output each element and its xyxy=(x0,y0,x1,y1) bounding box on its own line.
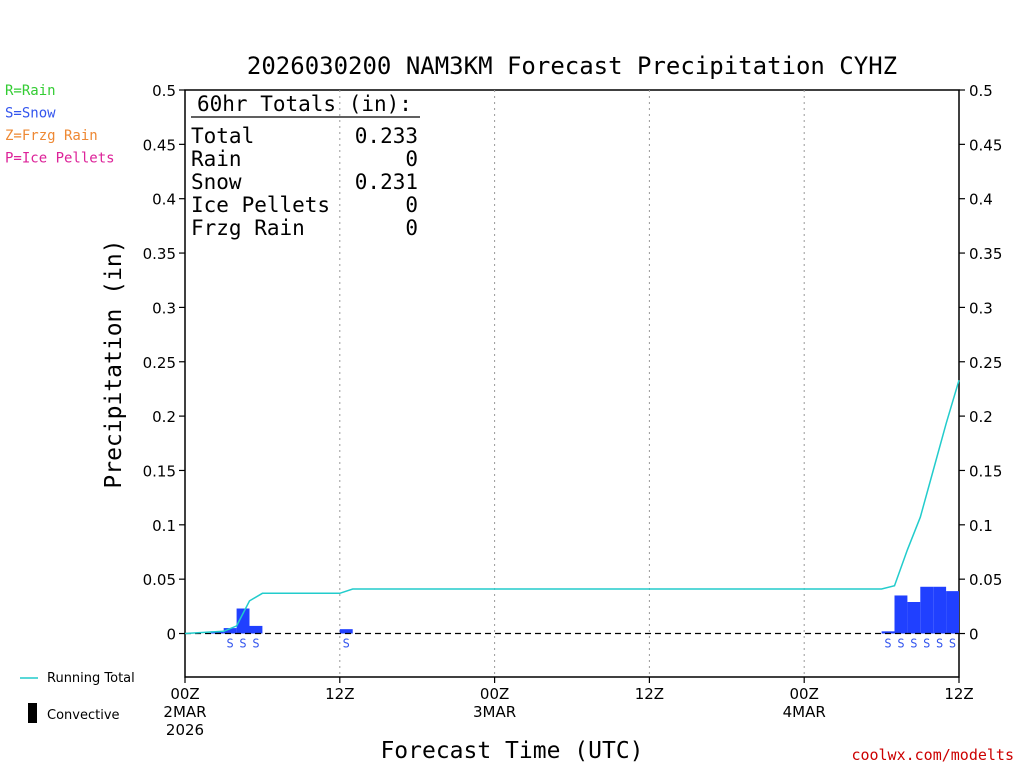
y-tick-label-right-4: 0.2 xyxy=(969,408,993,426)
x-tick-label-2-1: 3MAR xyxy=(473,703,516,721)
precip-type-label-6: S xyxy=(897,637,904,651)
precip-type-label-10: S xyxy=(949,637,956,651)
precip-type-legend: R=Rain S=Snow Z=Frzg Rain P=Ice Pellets xyxy=(5,83,115,167)
convective-legend-label: Convective xyxy=(47,708,120,723)
convective-legend-swatch xyxy=(28,703,37,723)
precip-type-label-3: S xyxy=(252,637,259,651)
y-tick-label-right-9: 0.45 xyxy=(969,136,1002,154)
y-tick-label-right-0: 0 xyxy=(969,626,979,644)
y-tick-label-right-8: 0.4 xyxy=(969,191,993,209)
running-total-legend-label: Running Total xyxy=(47,671,135,686)
type-legend-item-1: S=Snow xyxy=(5,106,56,122)
totals-value-1: 0 xyxy=(405,147,418,171)
y-tick-label-left-1: 0.05 xyxy=(143,571,176,589)
precip-bar-2 xyxy=(236,608,250,634)
x-tick-label-3-0: 12Z xyxy=(635,685,664,703)
type-legend-item-2: Z=Frzg Rain xyxy=(5,128,98,144)
precip-bar-8 xyxy=(920,586,934,634)
precip-bar-5 xyxy=(881,631,895,634)
y-tick-label-left-9: 0.45 xyxy=(143,136,176,154)
plot-frame xyxy=(184,89,960,678)
x-axis-label: Forecast Time (UTC) xyxy=(380,738,643,764)
y-tick-label-right-1: 0.05 xyxy=(969,571,1002,589)
precip-bar-1 xyxy=(223,628,237,634)
totals-label-1: Rain xyxy=(191,147,242,171)
y-tick-label-left-7: 0.35 xyxy=(143,245,176,263)
totals-value-0: 0.233 xyxy=(355,124,418,148)
x-tick-label-2-0: 00Z xyxy=(480,685,509,703)
y-tick-label-left-2: 0.1 xyxy=(152,517,176,535)
totals-value-3: 0 xyxy=(405,193,418,217)
y-tick-label-right-3: 0.15 xyxy=(969,462,1002,480)
precip-type-label-7: S xyxy=(910,637,917,651)
y-tick-label-right-7: 0.35 xyxy=(969,245,1002,263)
x-tick-label-5-0: 12Z xyxy=(944,685,973,703)
totals-value-4: 0 xyxy=(405,216,418,240)
x-tick-label-1-0: 12Z xyxy=(325,685,354,703)
precip-bar-10 xyxy=(946,591,959,634)
precip-bar-7 xyxy=(907,601,921,634)
y-tick-label-left-10: 0.5 xyxy=(152,82,176,100)
y-tick-label-right-10: 0.5 xyxy=(969,82,993,100)
x-tick-label-4-0: 00Z xyxy=(790,685,819,703)
y-tick-label-right-2: 0.1 xyxy=(969,517,993,535)
totals-label-0: Total xyxy=(191,124,254,148)
totals-value-2: 0.231 xyxy=(355,170,418,194)
y-tick-label-left-8: 0.4 xyxy=(152,191,176,209)
gridlines xyxy=(339,90,805,677)
y-axis-ticks: 0 00.05 0.050.1 0.10.15 0.150.2 0.20.25 0.250.… xyxy=(143,82,1003,644)
precip-bar-9 xyxy=(933,586,947,634)
x-tick-label-4-1: 4MAR xyxy=(783,703,826,721)
x-tick-label-0-0: 00Z xyxy=(170,685,199,703)
y-tick-label-right-5: 0.25 xyxy=(969,354,1002,372)
precip-type-label-1: S xyxy=(227,637,234,651)
precip-type-label-5: S xyxy=(884,637,891,651)
precip-bar-3 xyxy=(249,625,263,634)
x-tick-label-0-1: 2MAR xyxy=(163,703,206,721)
totals-label-4: Frzg Rain xyxy=(191,216,305,240)
site-credit: coolwx.com/modelts xyxy=(851,746,1014,764)
precip-bar-4 xyxy=(339,629,353,634)
totals-label-3: Ice Pellets xyxy=(191,193,330,217)
x-tick-label-0-2: 2026 xyxy=(166,721,204,739)
y-tick-label-right-6: 0.3 xyxy=(969,299,993,317)
precip-type-label-4: S xyxy=(343,637,350,651)
y-tick-label-left-4: 0.2 xyxy=(152,408,176,426)
type-legend-item-3: P=Ice Pellets xyxy=(5,151,115,167)
y-tick-label-left-3: 0.15 xyxy=(143,462,176,480)
y-tick-label-left-5: 0.25 xyxy=(143,354,176,372)
precip-bar-6 xyxy=(894,595,908,634)
chart-title: 2026030200 NAM3KM Forecast Precipitation… xyxy=(247,52,897,80)
running-total-line xyxy=(184,379,960,635)
totals-box: 60hr Totals (in): Total 0.233 Rain 0 Snow 0.2… xyxy=(191,92,420,240)
precip-bar-0 xyxy=(210,631,224,634)
type-legend-item-0: R=Rain xyxy=(5,83,56,99)
y-tick-label-left-0: 0 xyxy=(166,626,176,644)
precip-type-label-9: S xyxy=(936,637,943,651)
y-axis-label: Precipitation (in) xyxy=(101,239,127,488)
y-tick-label-left-6: 0.3 xyxy=(152,299,176,317)
precip-bars xyxy=(210,586,959,634)
totals-header: 60hr Totals (in): xyxy=(197,92,412,116)
totals-label-2: Snow xyxy=(191,170,242,194)
precip-type-label-8: S xyxy=(923,637,930,651)
precip-type-label-2: S xyxy=(239,637,246,651)
